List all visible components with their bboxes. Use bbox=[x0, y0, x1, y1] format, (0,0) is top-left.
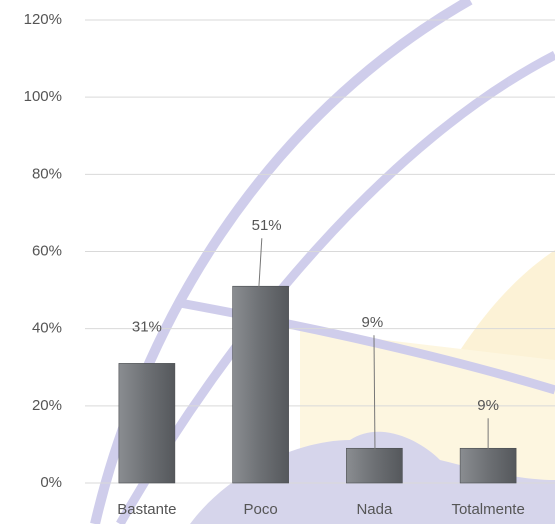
y-tick-label: 20% bbox=[32, 397, 62, 414]
x-tick-label: Nada bbox=[356, 501, 393, 518]
y-tick-label: 40% bbox=[32, 320, 62, 337]
data-label: 31% bbox=[132, 318, 162, 335]
bar bbox=[118, 363, 176, 484]
leader-line bbox=[373, 335, 376, 451]
data-label: 9% bbox=[362, 314, 384, 331]
x-tick-label: Totalmente bbox=[451, 501, 524, 518]
y-tick-label: 100% bbox=[24, 88, 62, 105]
data-label: 9% bbox=[477, 397, 499, 414]
y-tick-label: 60% bbox=[32, 242, 62, 259]
leader-line bbox=[258, 238, 263, 289]
y-tick-label: 120% bbox=[24, 11, 62, 28]
bar bbox=[346, 447, 403, 484]
data-label: 51% bbox=[252, 217, 282, 234]
bar bbox=[459, 447, 517, 484]
bar bbox=[232, 285, 289, 484]
y-tick-label: 0% bbox=[40, 474, 62, 491]
x-tick-label: Bastante bbox=[117, 501, 176, 518]
y-tick-label: 80% bbox=[32, 165, 62, 182]
x-tick-label: Poco bbox=[244, 501, 278, 518]
